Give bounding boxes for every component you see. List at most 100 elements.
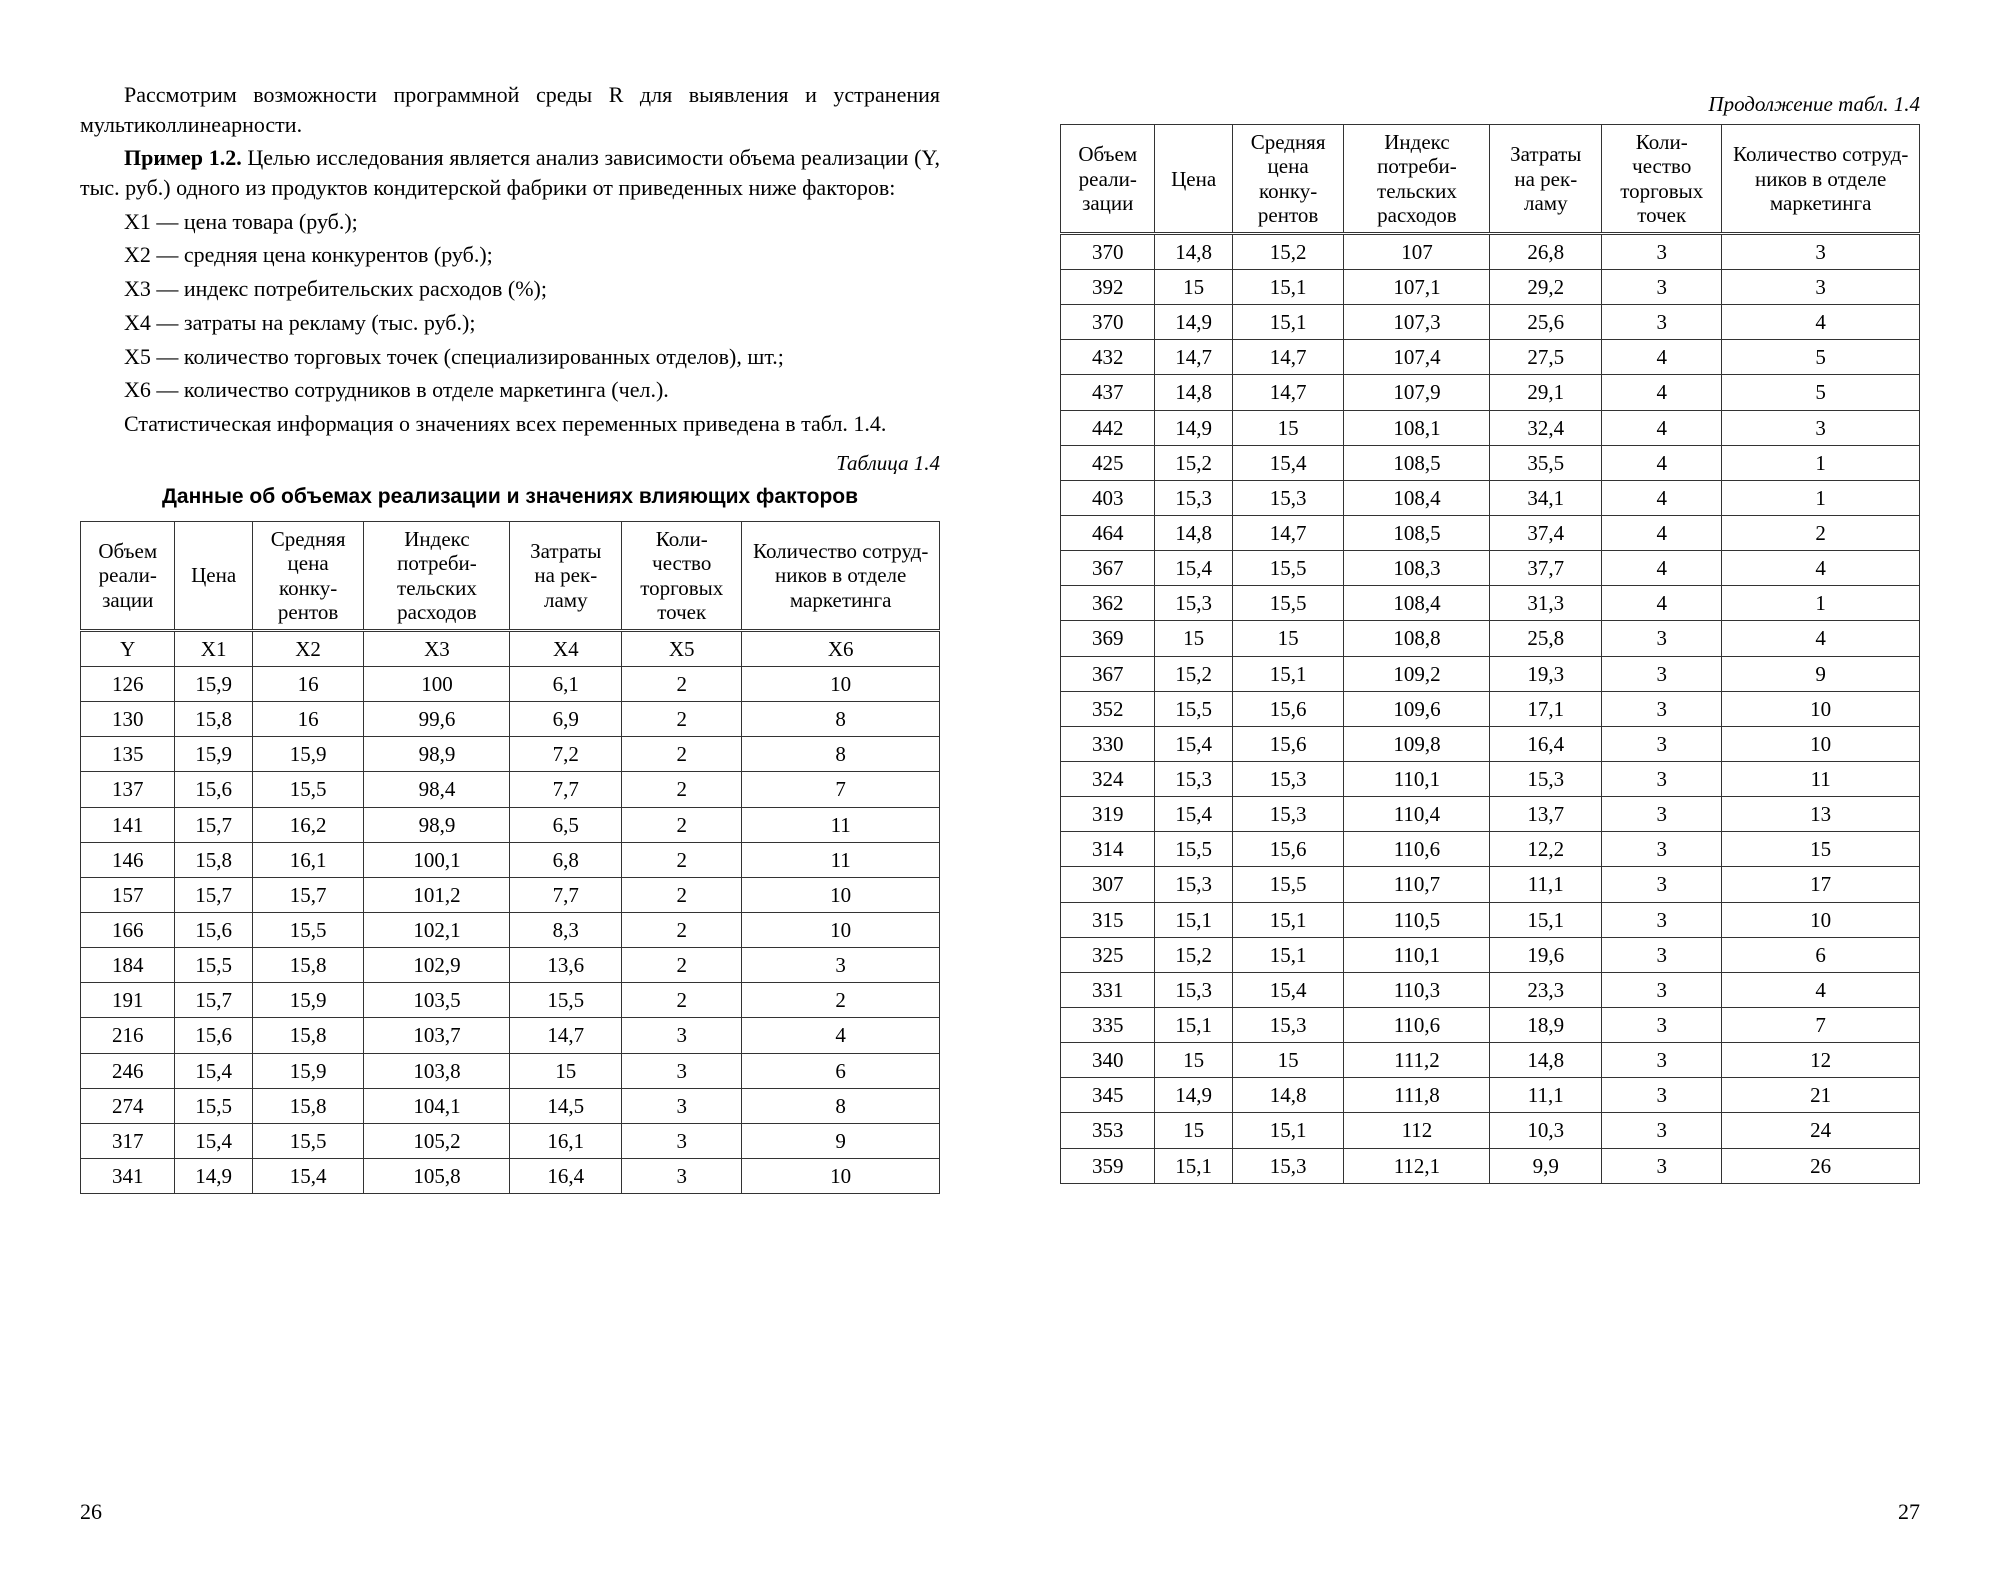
table-cell: 2 [622,666,742,701]
column-header: Объем реали­зации [1061,125,1155,234]
table-cell: 109,2 [1344,656,1490,691]
table-cell: 4 [1602,445,1722,480]
table-cell: 432 [1061,340,1155,375]
table-cell: 464 [1061,516,1155,551]
table-row: 33015,415,6109,816,4310 [1061,726,1920,761]
table-cell: 6 [1722,937,1920,972]
table-cell: 3 [1602,1008,1722,1043]
table-cell: 107,1 [1344,270,1490,305]
factor-item: X6 — количество сотрудников в отделе мар… [80,375,940,405]
table-row: 37014,915,1107,325,634 [1061,305,1920,340]
table-cell: 11,1 [1490,867,1602,902]
table-cell: 16,2 [252,807,364,842]
table-cell: X5 [622,630,742,666]
table-cell: 9 [742,1123,940,1158]
table-cell: 99,6 [364,702,510,737]
table-body-left: YX1X2X3X4X5X612615,9161006,121013015,816… [81,630,940,1193]
table-cell: 6,9 [510,702,622,737]
table-cell: 15,4 [1155,726,1232,761]
factor-item: X2 — средняя цена конкурентов (руб.); [80,240,940,270]
column-header: Количество сотруд­ников в от­деле марке­… [1722,125,1920,234]
table-number-label: Таблица 1.4 [80,449,940,477]
table-cell: 3 [1602,1078,1722,1113]
table-cell: 2 [622,702,742,737]
table-cell: 157 [81,877,175,912]
table-cell: 110,3 [1344,972,1490,1007]
table-row: 3691515108,825,834 [1061,621,1920,656]
table-cell: 7 [1722,1008,1920,1043]
table-cell: 3 [1602,797,1722,832]
table-cell: 15,6 [175,1018,252,1053]
table-cell: 16 [252,666,364,701]
table-cell: 15,9 [175,737,252,772]
table-cell: 15,1 [1232,937,1344,972]
table-row: 3531515,111210,3324 [1061,1113,1920,1148]
table-row: 35915,115,3112,19,9326 [1061,1148,1920,1183]
table-body-right: 37014,815,210726,8333921515,1107,129,233… [1061,233,1920,1183]
table-cell: 331 [1061,972,1155,1007]
table-cell: 5 [1722,375,1920,410]
table-cell: 4 [1602,480,1722,515]
table-row: 18415,515,8102,913,623 [81,948,940,983]
table-cell: 15,8 [175,842,252,877]
table-row: 32415,315,3110,115,3311 [1061,762,1920,797]
table-cell: 105,2 [364,1123,510,1158]
table-cell: 104,1 [364,1088,510,1123]
table-cell: 111,8 [1344,1078,1490,1113]
table-cell: 16,4 [510,1158,622,1193]
column-header: Индекс потреби­тельских расходов [1344,125,1490,234]
book-spread: Рассмотрим возможности программной среды… [0,0,2000,1570]
table-cell: 34,1 [1490,480,1602,515]
table-cell: 15,3 [1155,762,1232,797]
page-number: 27 [1898,1499,1920,1525]
table-cell: 15,7 [175,877,252,912]
table-cell: 29,2 [1490,270,1602,305]
table-row: 34114,915,4105,816,4310 [81,1158,940,1193]
table-row: 19115,715,9103,515,522 [81,983,940,1018]
variable-label-row: YX1X2X3X4X5X6 [81,630,940,666]
table-cell: 15,8 [252,1088,364,1123]
table-cell: 2 [1722,516,1920,551]
table-cell: 146 [81,842,175,877]
table-cell: 14,7 [1232,516,1344,551]
table-cell: 15,5 [252,772,364,807]
table-cell: 315 [1061,902,1155,937]
table-cell: 15,1 [1155,1008,1232,1043]
table-cell: 3 [1722,233,1920,269]
table-cell: 10 [742,1158,940,1193]
data-table-right: Объем реали­зацииЦенаСредняя цена конку­… [1060,124,1920,1183]
table-row: 24615,415,9103,81536 [81,1053,940,1088]
column-header: Затраты на рек­ламу [510,522,622,631]
table-cell: 425 [1061,445,1155,480]
table-cell: 25,6 [1490,305,1602,340]
table-cell: 345 [1061,1078,1155,1113]
table-cell: 16 [252,702,364,737]
table-cell: 111,2 [1344,1043,1490,1078]
table-cell: 107,4 [1344,340,1490,375]
table-cell: 9,9 [1490,1148,1602,1183]
table-cell: 14,8 [1232,1078,1344,1113]
table-cell: X6 [742,630,940,666]
table-cell: 2 [622,877,742,912]
table-cell: 15,4 [1155,797,1232,832]
table-row: 31515,115,1110,515,1310 [1061,902,1920,937]
table-cell: 141 [81,807,175,842]
table-cell: 2 [622,772,742,807]
table-row: 44214,915108,132,443 [1061,410,1920,445]
table-cell: 15,7 [175,807,252,842]
table-cell: 3 [1602,621,1722,656]
table-cell: 324 [1061,762,1155,797]
table-cell: 8,3 [510,912,622,947]
table-row: 16615,615,5102,18,3210 [81,912,940,947]
table-cell: 103,7 [364,1018,510,1053]
table-cell: 2 [622,842,742,877]
table-cell: 3 [1602,1043,1722,1078]
table-cell: 15,1 [1232,656,1344,691]
table-cell: 4 [1602,516,1722,551]
table-cell: 15,1 [1232,1113,1344,1148]
table-cell: 4 [1602,375,1722,410]
table-cell: 10 [742,912,940,947]
table-cell: 3 [1602,972,1722,1007]
page-right: Продолжение табл. 1.4 Объем реали­зацииЦ… [1000,0,2000,1570]
table-cell: 340 [1061,1043,1155,1078]
